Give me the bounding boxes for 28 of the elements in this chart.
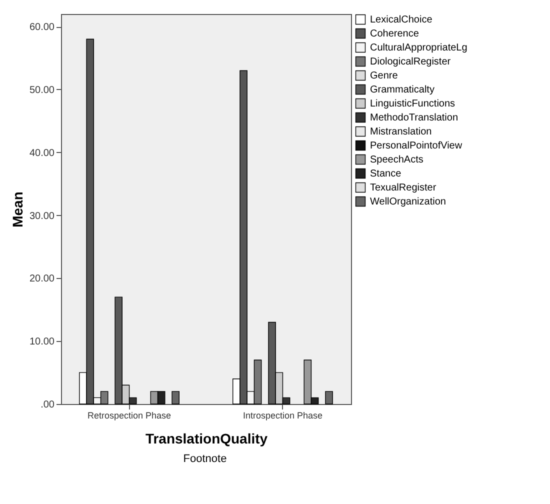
- legend-label: SpeechActs: [370, 154, 424, 166]
- legend-label: Genre: [370, 70, 398, 82]
- legend-label: CulturalAppropriateLg: [370, 42, 468, 54]
- legend-label: TexualRegister: [370, 182, 437, 194]
- y-tick-label: .00: [40, 400, 55, 410]
- y-tick-label: 10.00: [29, 336, 55, 348]
- y-axis-title: Mean: [9, 192, 26, 228]
- y-tick-label: 60.00: [29, 22, 55, 34]
- y-tick-label: 50.00: [29, 84, 55, 96]
- y-tick-label: 20.00: [29, 274, 55, 285]
- legend-label: Grammaticalty: [370, 84, 434, 96]
- legend-label: Mistranslation: [370, 126, 432, 138]
- bar: [172, 391, 180, 404]
- x-tick-label: Retrospection Phase: [88, 410, 172, 420]
- legend-label: LinguisticFunctions: [370, 98, 456, 110]
- legend-label: DiologicalRegister: [370, 56, 452, 68]
- x-tick-label: Introspection Phase: [242, 410, 322, 420]
- legend-label: MethodoTranslation: [370, 112, 458, 124]
- y-tick-label: 30.00: [29, 210, 55, 222]
- legend-label: Stance: [370, 168, 402, 180]
- bar: [325, 391, 333, 404]
- text: Footnote: [182, 453, 228, 465]
- legend-label: WellOrganization: [370, 196, 446, 208]
- legend-label: Coherence: [370, 28, 420, 40]
- legend-label: PersonalPointofView: [370, 140, 463, 152]
- x-axis-title: TranslationQuality: [145, 430, 268, 446]
- y-tick-label: 40.00: [29, 148, 55, 159]
- legend-label: LexicalChoice: [370, 14, 433, 26]
